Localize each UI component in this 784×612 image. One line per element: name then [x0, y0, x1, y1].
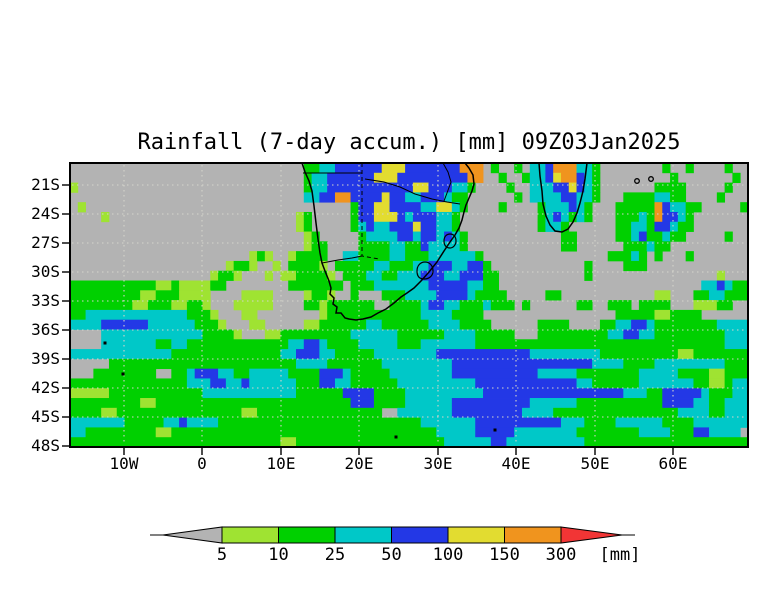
country-border-path: [321, 255, 363, 264]
small-island-ring: [648, 176, 654, 182]
legend-threshold-label: 100: [432, 545, 464, 565]
x-axis-tick-label: 10W: [109, 454, 139, 473]
legend-color-segment: [221, 526, 279, 544]
legend-unit-label: [mm]: [599, 545, 641, 565]
small-island-dot: [394, 435, 398, 439]
coastline-path: [538, 163, 588, 233]
y-axis-tick-label: 24S: [31, 204, 60, 223]
legend-color-segment: [504, 526, 562, 544]
legend-threshold-label: 300: [545, 545, 577, 565]
legend-threshold-label: 25: [324, 545, 346, 565]
y-axis-tick-label: 30S: [31, 262, 60, 281]
legend-color-segment: [334, 526, 392, 544]
y-axis-tick-label: 27S: [31, 233, 60, 252]
enclave-outline-path: [416, 261, 434, 280]
legend-color-segment: [447, 526, 505, 544]
country-border-path: [364, 178, 461, 205]
x-axis-tick-label: 60E: [658, 454, 688, 473]
legend-threshold-label: 150: [489, 545, 520, 565]
x-axis-tick-label: 10E: [266, 454, 296, 473]
y-axis-tick-label: 21S: [31, 175, 60, 194]
x-axis-tick-label: 30E: [423, 454, 453, 473]
y-axis-tick-label: 36S: [31, 320, 60, 339]
rain-raster: [70, 163, 748, 447]
chart-title: Rainfall (7-day accum.) [mm] 09Z03Jan202…: [137, 130, 681, 155]
y-axis-tick-label: 45S: [31, 407, 60, 426]
small-island-dot: [103, 341, 107, 345]
legend-high-arrow: [560, 526, 623, 544]
y-axis-tick-label: 33S: [31, 291, 60, 310]
x-axis-tick-label: 40E: [501, 454, 531, 473]
graticule-gridlines: [72, 165, 746, 445]
x-axis-tick-label: 20E: [344, 454, 374, 473]
country-border-path: [442, 163, 452, 202]
legend-colorbar: [150, 526, 635, 544]
legend-threshold-label: 10: [268, 545, 289, 565]
axis-tick-marks: [62, 184, 674, 455]
legend-color-segment: [391, 526, 449, 544]
y-axis-tick-label: 42S: [31, 378, 60, 397]
y-axis-tick-label: 39S: [31, 349, 60, 368]
x-axis-tick-label: 50E: [580, 454, 610, 473]
small-island-dot: [121, 372, 125, 376]
small-island-dot: [493, 428, 497, 432]
x-axis-tick-label: 0: [197, 454, 207, 473]
legend-color-segment: [278, 526, 336, 544]
legend-low-arrow: [162, 526, 223, 544]
small-island-ring: [634, 178, 640, 184]
legend-threshold-label: 50: [381, 545, 402, 565]
coastline-path: [301, 163, 475, 321]
plot-frame: [69, 162, 749, 448]
y-axis-tick-label: 48S: [31, 436, 60, 455]
legend-threshold-label: 5: [216, 545, 228, 565]
coastlines-and-borders: [103, 163, 654, 439]
enclave-outline-path: [443, 233, 457, 249]
